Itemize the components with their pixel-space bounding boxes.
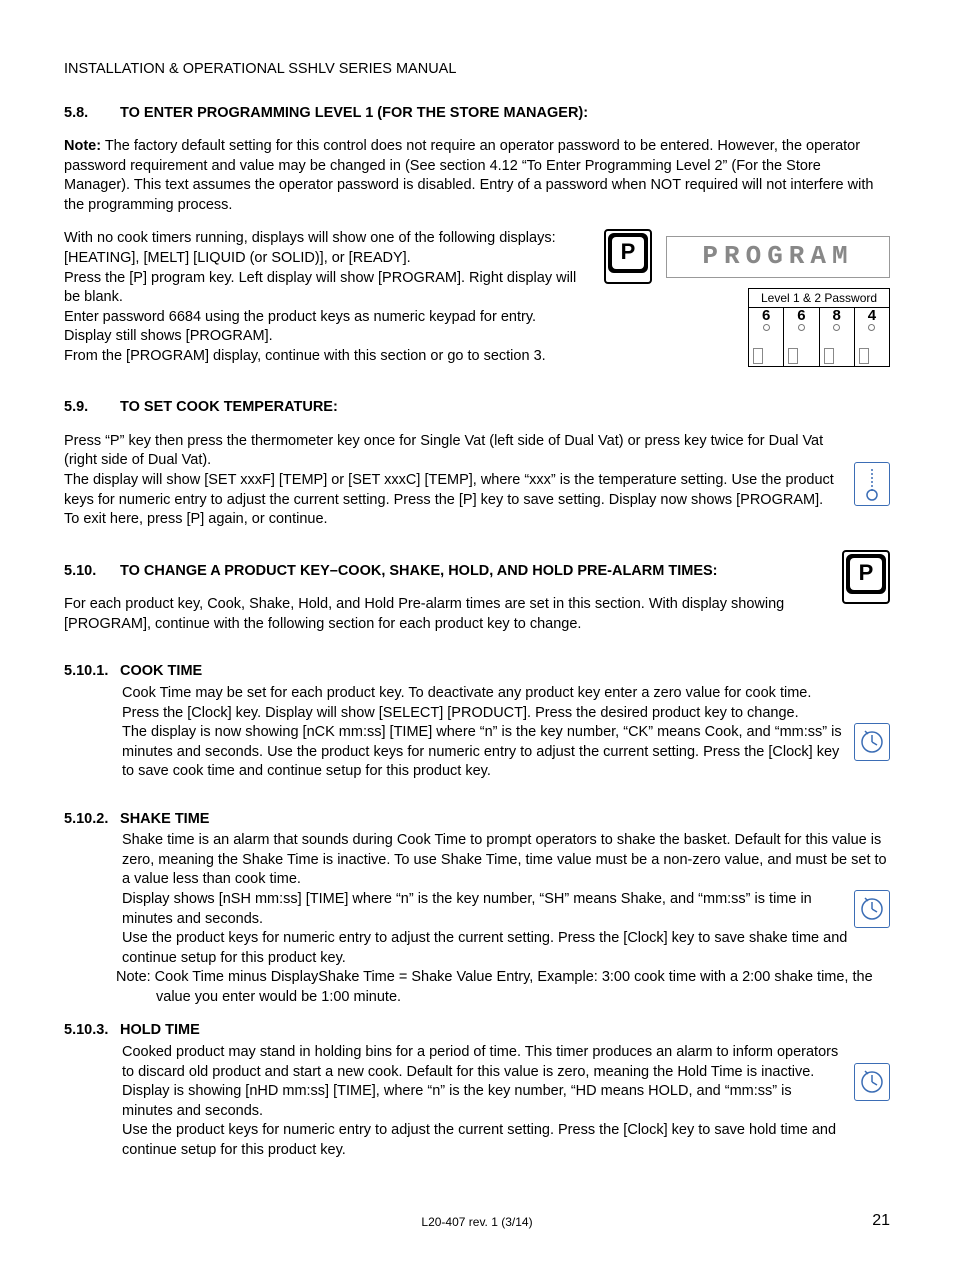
- pw-digit: 4: [868, 308, 876, 323]
- body-text: Cook Time may be set for each product ke…: [122, 684, 890, 704]
- heading-5-8: 5.8. TO ENTER PROGRAMMING LEVEL 1 (FOR T…: [64, 104, 890, 124]
- body-text: Use the product keys for numeric entry t…: [122, 1121, 890, 1160]
- page-number: 21: [872, 1210, 890, 1232]
- heading-title: TO CHANGE A PRODUCT KEY–COOK, SHAKE, HOL…: [120, 563, 717, 579]
- heading-num: 5.10.: [64, 562, 116, 582]
- clock-icon: [854, 1063, 890, 1101]
- segmented-display: PROGRAM: [666, 236, 890, 278]
- clock-icon: [854, 723, 890, 761]
- heading-5-9: 5.9. TO SET COOK TEMPERATURE:: [64, 398, 890, 418]
- heading-5-10-2: 5.10.2. SHAKE TIME: [64, 810, 890, 830]
- pw-blank: [820, 336, 855, 366]
- heading-title: SHAKE TIME: [120, 811, 209, 827]
- thermometer-icon: [854, 462, 890, 506]
- page-header: INSTALLATION & OPERATIONAL SSHLV SERIES …: [64, 60, 890, 80]
- password-box: Level 1 & 2 Password 6 6 8 4: [748, 288, 890, 367]
- pw-digit: 6: [797, 308, 805, 323]
- body-text: Use the product keys for numeric entry t…: [122, 929, 890, 968]
- heading-5-10: 5.10. TO CHANGE A PRODUCT KEY–COOK, SHAK…: [64, 562, 890, 582]
- pw-blank: [784, 336, 819, 366]
- password-title: Level 1 & 2 Password: [749, 289, 889, 308]
- body-text: Cooked product may stand in holding bins…: [122, 1043, 890, 1082]
- body-text: The display will show [SET xxxF] [TEMP] …: [64, 471, 890, 530]
- body-text: Shake time is an alarm that sounds durin…: [122, 831, 890, 890]
- heading-title: TO SET COOK TEMPERATURE:: [120, 399, 338, 415]
- program-figure: PROGRAM Level 1 & 2 Password 6 6 8 4: [604, 229, 890, 367]
- pw-blank: [855, 336, 889, 366]
- clock-icon: [854, 890, 890, 928]
- heading-5-10-3: 5.10.3. HOLD TIME: [64, 1021, 890, 1041]
- page-footer: L20-407 rev. 1 (3/14) 21: [64, 1214, 890, 1230]
- heading-5-10-1: 5.10.1. COOK TIME: [64, 662, 890, 682]
- note-paragraph: Note: The factory default setting for th…: [64, 137, 890, 215]
- pw-cell: 8: [820, 308, 855, 336]
- footer-revision: L20-407 rev. 1 (3/14): [64, 1214, 890, 1230]
- body-text: For each product key, Cook, Shake, Hold,…: [64, 595, 890, 634]
- heading-title: TO ENTER PROGRAMMING LEVEL 1 (FOR THE ST…: [120, 105, 588, 121]
- heading-title: COOK TIME: [120, 663, 202, 679]
- heading-num: 5.9.: [64, 398, 116, 418]
- pw-cell: 6: [784, 308, 819, 336]
- body-text: Display shows [nSH mm:ss] [TIME] where “…: [122, 890, 890, 929]
- heading-num: 5.8.: [64, 104, 116, 124]
- note-label: Note:: [64, 138, 101, 154]
- pw-digit: 6: [762, 308, 770, 323]
- heading-num: 5.10.3.: [64, 1021, 116, 1041]
- heading-num: 5.10.2.: [64, 810, 116, 830]
- pw-cell: 6: [749, 308, 784, 336]
- body-text: Press “P” key then press the thermometer…: [64, 432, 890, 471]
- body-text: Display is showing [nHD mm:ss] [TIME], w…: [122, 1082, 890, 1121]
- pw-blank: [749, 336, 784, 366]
- heading-title: HOLD TIME: [120, 1022, 200, 1038]
- body-text: The display is now showing [nCK mm:ss] […: [122, 723, 890, 782]
- p-key-icon: [604, 229, 652, 284]
- pw-cell: 4: [855, 308, 889, 336]
- p-key-icon: [842, 550, 890, 605]
- body-text: Press the [Clock] key. Display will show…: [122, 704, 890, 724]
- pw-digit: 8: [832, 308, 840, 323]
- shake-note: Note: Cook Time minus DisplayShake Time …: [134, 968, 890, 1007]
- heading-num: 5.10.1.: [64, 662, 116, 682]
- note-body: The factory default setting for this con…: [64, 138, 873, 213]
